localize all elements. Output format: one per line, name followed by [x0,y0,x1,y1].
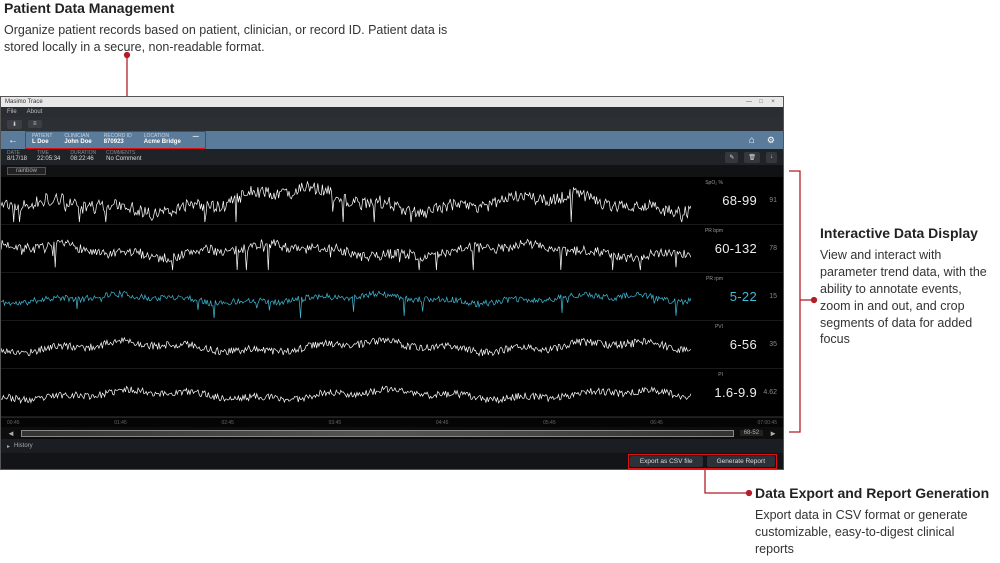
track-wave-2[interactable] [1,273,691,320]
callout-der: Data Export and Report Generation Export… [755,485,990,558]
track-range: 5-22 [730,289,757,304]
callout-pdm-body: Organize patient records based on patien… [4,22,484,56]
field-record-id[interactable]: RECORD ID 870923 [100,133,136,147]
back-arrow[interactable]: ← [5,135,21,146]
field-patient[interactable]: PATIENT L Doe [28,133,56,147]
track-label: PI [718,372,723,378]
callout-pdm-title: Patient Data Management [4,0,484,16]
track-range: 68-99 [722,193,757,208]
edit-button[interactable]: ✎ [725,152,738,163]
menubar: File About [1,107,783,117]
app-window: Masimo Trace — □ × File About ⬇ ≡ ← PATI… [0,96,784,470]
track-readout-1: PR bpm 60-132 78 [691,225,783,272]
session-select[interactable]: rainbow [7,167,46,175]
list-icon: ≡ [33,121,37,127]
track-2[interactable]: PR rpm 5-22 15 [1,273,783,321]
patient-fields-highlight: PATIENT L Doe CLINICIAN John Doe RECORD … [25,131,206,149]
track-wave-3[interactable] [1,321,691,368]
patient-toolbar: ← PATIENT L Doe CLINICIAN John Doe RECOR… [1,131,783,149]
toolbar-btn-1[interactable]: ⬇ [7,120,22,129]
generate-report-button[interactable]: Generate Report [707,456,775,467]
overview-wave[interactable] [21,430,734,437]
track-avg: 15 [761,293,777,300]
track-4[interactable]: PI 1.6-9.9 4.62 [1,369,783,417]
time-tick: 06:45 [650,420,663,426]
track-label: PR bpm [705,228,723,234]
track-avg: 4.62 [761,389,777,396]
field-extra[interactable]: — [189,133,203,147]
callout-der-title: Data Export and Report Generation [755,485,990,501]
meta-date: DATE 8/17/18 [7,151,27,163]
minimize-button[interactable]: — [743,99,755,105]
callout-idd-title: Interactive Data Display [820,225,995,241]
settings-icon[interactable]: ⚙ [767,135,775,146]
time-tick: 03:45 [329,420,342,426]
track-wave-0[interactable] [1,177,691,224]
track-readout-0: SpO₂ % 68-99 91 [691,177,783,224]
overview-range: 68-52 [740,430,763,436]
delete-button[interactable]: 🗑 [744,152,760,163]
time-tick: 01:45 [114,420,127,426]
app-title: Masimo Trace [5,99,43,105]
meta-comments: COMMENTS No Comment [106,151,141,163]
footer: Export as CSV file Generate Report [1,453,783,469]
field-location[interactable]: LOCATION Acme Bridge [140,133,185,147]
download-icon: ⬇ [12,122,17,128]
track-wave-1[interactable] [1,225,691,272]
track-range: 6-56 [730,337,757,352]
down-button[interactable]: ↓ [766,152,777,163]
export-csv-button[interactable]: Export as CSV file [630,456,703,467]
time-tick: 02:45 [221,420,234,426]
footer-buttons-highlight: Export as CSV file Generate Report [628,454,777,469]
callout-idd-body: View and interact with parameter trend d… [820,247,995,348]
track-readout-3: PVI 6-56 35 [691,321,783,368]
callout-pdm: Patient Data Management Organize patient… [4,0,484,56]
track-1[interactable]: PR bpm 60-132 78 [1,225,783,273]
track-avg: 78 [761,245,777,252]
close-button[interactable]: × [767,99,779,105]
time-axis: 00:45 01:45 02:45 03:45 04:45 05:45 06:45 07:00… [1,417,783,427]
track-0[interactable]: SpO₂ % 68-99 91 [1,177,783,225]
time-tick: 07:00:45 [758,420,777,426]
track-readout-4: PI 1.6-9.9 4.62 [691,369,783,416]
overview-left-icon[interactable]: ◄ [7,429,15,438]
overview-strip[interactable]: ◄ 68-52 ► [1,427,783,439]
time-tick: 05:45 [543,420,556,426]
history-row[interactable]: ▸ History [1,439,783,453]
history-expand-icon[interactable]: ▸ [7,443,10,450]
maximize-button[interactable]: □ [755,99,767,105]
toolbar-btn-2[interactable]: ≡ [28,120,42,128]
track-label: PVI [715,324,723,330]
track-range: 60-132 [715,241,757,256]
track-3[interactable]: PVI 6-56 35 [1,321,783,369]
titlebar: Masimo Trace — □ × [1,97,783,107]
upper-toolbar: ⬇ ≡ [1,117,783,131]
meta-row: DATE 8/17/18 TIME 22:05:34 DURATION 08:2… [1,149,783,165]
time-tick: 04:45 [436,420,449,426]
field-clinician[interactable]: CLINICIAN John Doe [60,133,95,147]
callout-der-body: Export data in CSV format or generate cu… [755,507,990,558]
menu-file[interactable]: File [7,109,17,115]
track-avg: 91 [761,197,777,204]
tracks-area[interactable]: SpO₂ %68-9991PR bpm60-13278PR rpm5-2215P… [1,177,783,417]
meta-duration: DURATION 08:22:46 [70,151,96,163]
track-label: PR rpm [706,276,723,282]
overview-right-icon[interactable]: ► [769,429,777,438]
history-label: History [14,443,33,449]
track-range: 1.6-9.9 [714,385,757,400]
callout-idd: Interactive Data Display View and intera… [820,225,995,348]
menu-about[interactable]: About [27,109,43,115]
session-row: rainbow [1,165,783,177]
track-wave-4[interactable] [1,369,691,416]
track-label: SpO₂ % [705,180,723,186]
home-icon[interactable]: ⌂ [749,135,755,146]
track-avg: 35 [761,341,777,348]
time-tick: 00:45 [7,420,20,426]
track-readout-2: PR rpm 5-22 15 [691,273,783,320]
meta-time: TIME 22:05:34 [37,151,60,163]
